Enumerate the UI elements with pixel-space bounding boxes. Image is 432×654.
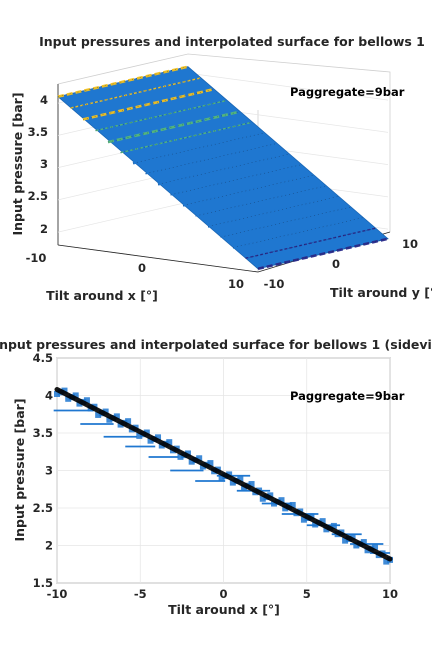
chart-side-point xyxy=(300,516,307,523)
chart-3d-x-tick-0: 0 xyxy=(138,261,146,275)
chart-3d-mesh-line xyxy=(82,88,214,121)
chart-side-point xyxy=(65,395,72,402)
chart-side-annotation: Paggregate=9bar xyxy=(290,389,405,403)
chart-side-point xyxy=(360,539,367,546)
chart-side-x-label: Tilt around x [°] xyxy=(168,602,280,617)
chart-3d-mesh-line xyxy=(220,206,351,238)
chart-3d-y-tick-0: 0 xyxy=(332,257,340,271)
chart-3d-z-tick-2-5: 2.5 xyxy=(28,189,48,203)
chart-side-point xyxy=(196,455,203,462)
chart-side-point xyxy=(188,458,195,465)
chart-side-point xyxy=(330,522,337,529)
chart-side-title: Input pressures and interpolated surface… xyxy=(0,337,432,352)
chart-side-x-tick: 5 xyxy=(303,587,311,601)
chart-3d-mesh-line xyxy=(232,216,364,249)
chart-3d-mesh-line xyxy=(95,100,226,132)
chart-side-point xyxy=(54,391,60,397)
chart-side-point xyxy=(312,521,319,528)
chart-side-point xyxy=(207,460,214,467)
chart-3d-x-label: Tilt around x [°] xyxy=(46,288,158,303)
chart-side-y-tick: 4 xyxy=(45,389,53,403)
chart-3d-y-label: Tilt around y [°] xyxy=(330,285,432,300)
chart-3d-z-tick-3-5: 3.5 xyxy=(28,125,48,139)
chart-side-point xyxy=(278,497,285,504)
chart-side-point xyxy=(136,432,143,439)
chart-side-point xyxy=(218,474,225,481)
chart-3d-mesh-line xyxy=(195,185,326,217)
chart-side-y-tick: 1.5 xyxy=(33,576,53,590)
chart-3d-mesh-line xyxy=(120,121,251,154)
chart-side-trend-line xyxy=(54,387,393,562)
chart-side-x-tick: -5 xyxy=(134,587,147,601)
chart-side-point xyxy=(259,495,266,502)
chart-side-point xyxy=(248,481,255,488)
chart-3d-annotation: Paggregate=9bar xyxy=(290,85,405,99)
chart-side-point xyxy=(106,416,113,423)
chart-3d-mesh-line xyxy=(157,153,289,186)
chart-side-x-tick: -10 xyxy=(47,587,68,601)
chart-3d-x-tick-10: 10 xyxy=(228,277,244,291)
chart-side-x-tick: 0 xyxy=(219,587,227,601)
chart-side-y-tick: 2 xyxy=(45,539,53,553)
chart-side-y-tick: 4.5 xyxy=(33,351,53,365)
chart-side-point xyxy=(125,418,132,425)
chart-side-point xyxy=(113,413,120,420)
chart-3d-mesh-line xyxy=(107,110,239,144)
chart-side-point xyxy=(229,479,236,486)
chart-3d-mesh-line xyxy=(182,174,314,207)
chart-3d-title: Input pressures and interpolated surface… xyxy=(39,34,425,49)
chart-side-point xyxy=(383,558,390,565)
chart-3d-mesh-line xyxy=(145,143,276,175)
chart-side-point xyxy=(271,500,278,507)
chart-3d-mesh-line xyxy=(57,65,189,98)
chart-side-point xyxy=(319,518,326,525)
chart-3d-y-tick-10: 10 xyxy=(402,237,418,251)
chart-side-point xyxy=(147,437,154,444)
chart-3d-z-label: Input pressure [bar] xyxy=(10,92,25,235)
chart-side-point xyxy=(177,453,184,460)
chart-side-x-tick: 10 xyxy=(382,587,398,601)
chart-side-point xyxy=(289,501,296,508)
chart-side-point xyxy=(237,476,244,483)
chart-3d-z-tick-3: 3 xyxy=(40,157,48,171)
chart-3d: Input pressures and interpolated surface… xyxy=(10,34,432,303)
chart-3d-y-tick-neg10: -10 xyxy=(264,277,285,291)
chart-side-point xyxy=(372,543,379,550)
chart-3d-z-tick-4: 4 xyxy=(40,93,48,107)
chart-side-point xyxy=(155,434,162,441)
chart-side-y-label: Input pressure [bar] xyxy=(12,398,27,541)
chart-side-y-tick: 3.5 xyxy=(33,426,53,440)
chart-3d-z-tick-2: 2 xyxy=(40,222,48,236)
chart-side-y-tick: 3 xyxy=(45,464,53,478)
chart-side: Input pressures and interpolated surface… xyxy=(0,337,432,617)
chart-side-y-tick: 2.5 xyxy=(33,501,53,515)
chart-side-ticks: -10 -5 0 5 10 1.5 2 2.5 3 3.5 4 4.5 xyxy=(33,351,398,601)
chart-side-point xyxy=(72,392,79,399)
chart-3d-surface-mesh xyxy=(57,65,389,271)
chart-side-point xyxy=(166,439,173,446)
chart-side-point xyxy=(95,411,102,418)
chart-3d-mesh-line xyxy=(207,195,339,228)
chart-3d-mesh-line xyxy=(245,227,376,259)
chart-3d-mesh-line xyxy=(132,131,264,165)
chart-side-point xyxy=(353,542,360,549)
chart-3d-mesh-line xyxy=(170,164,301,196)
chart-3d-mesh-line xyxy=(257,237,389,271)
chart-3d-x-axis xyxy=(57,244,259,273)
chart-side-point xyxy=(342,537,349,544)
chart-3d-box-back xyxy=(57,53,391,232)
chart-side-point xyxy=(83,397,90,404)
chart-3d-mesh-line xyxy=(70,77,201,109)
chart-3d-x-tick-neg10: -10 xyxy=(26,251,47,265)
